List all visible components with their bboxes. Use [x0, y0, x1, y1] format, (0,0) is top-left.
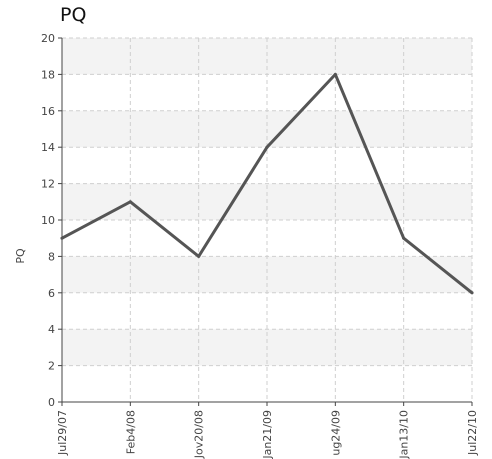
background-band [62, 256, 472, 293]
data-point [60, 236, 64, 240]
y-tick-label: 2 [48, 360, 55, 373]
data-point [128, 200, 132, 204]
x-tick-label: Jul22/10 [466, 410, 479, 456]
y-axis-label: PQ [14, 248, 27, 264]
x-axis-ticks: Jul29/07 Feb4/08 Jov20/08 Jan21/09 ug24/09 Ja… [56, 402, 479, 459]
x-tick-label: Feb4/08 [124, 410, 137, 454]
y-tick-label: 12 [41, 178, 55, 191]
data-point [197, 254, 201, 258]
series-group [60, 72, 474, 295]
y-tick-label: 8 [48, 250, 55, 263]
y-tick-label: 10 [41, 214, 55, 227]
chart-title: PQ [60, 4, 87, 26]
x-tick-label: Jan13/10 [398, 410, 411, 459]
data-point [402, 236, 406, 240]
y-tick-label: 6 [48, 287, 55, 300]
x-tick-label: Jul29/07 [56, 410, 69, 456]
data-point [470, 291, 474, 295]
data-point [265, 145, 269, 149]
data-point [333, 72, 337, 76]
y-axis-ticks: 0 2 4 6 8 10 12 14 16 18 20 [41, 32, 62, 409]
y-tick-label: 18 [41, 68, 55, 81]
y-tick-label: 14 [41, 141, 55, 154]
x-tick-label: Jov20/08 [193, 410, 206, 459]
y-tick-label: 16 [41, 105, 55, 118]
y-tick-label: 0 [48, 396, 55, 409]
y-tick-label: 4 [48, 323, 55, 336]
x-tick-label: Jan21/09 [261, 410, 274, 459]
x-tick-label: ug24/09 [329, 410, 342, 456]
y-tick-label: 20 [41, 32, 55, 45]
